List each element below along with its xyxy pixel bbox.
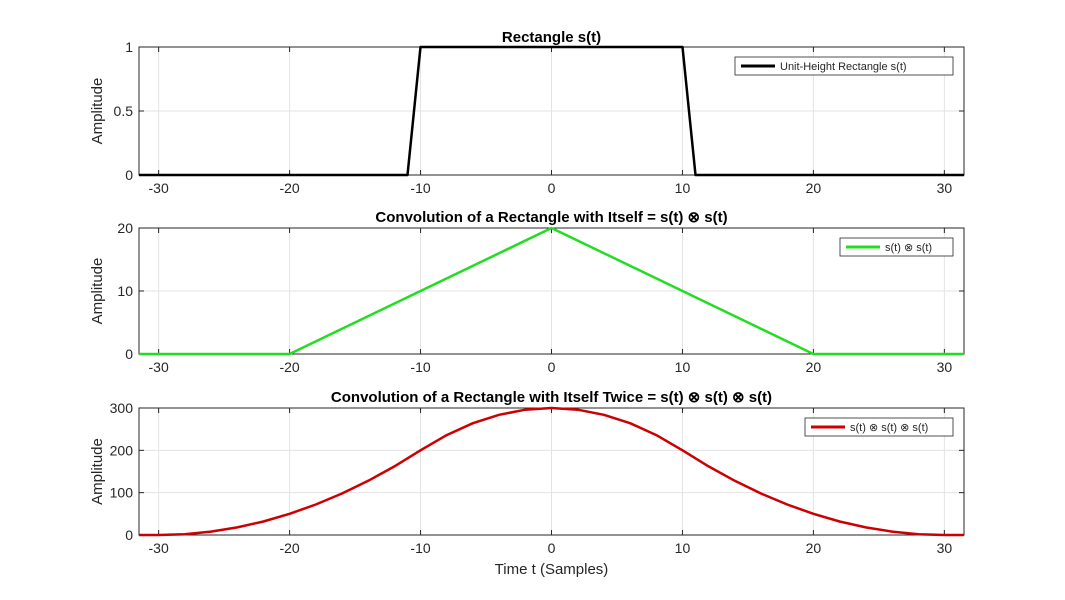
- legend-box: [804, 417, 954, 437]
- y-tick-label: 10: [117, 283, 133, 299]
- y-axis-label: Amplitude: [89, 258, 106, 325]
- x-tick-label: 30: [937, 180, 953, 196]
- x-tick-label: -20: [279, 540, 299, 556]
- x-tick-label: -30: [149, 359, 169, 375]
- x-tick-label: 0: [548, 359, 556, 375]
- series-line: [139, 45, 964, 177]
- x-tick-label: 20: [806, 540, 822, 556]
- x-tick-label: 0: [548, 180, 556, 196]
- chart-panel-1: -30 -20 -10 0 10 20 30 0 0.5 1 Rectangle s(t) Ampli…: [89, 29, 965, 196]
- legend-label: Unit-Height Rectangle s(t): [780, 61, 907, 73]
- y-tick-label: 0.5: [114, 103, 134, 119]
- x-tick-label: 20: [806, 359, 822, 375]
- chart-panel-2: -30 -20 -10 0 10 20 30 0 10 20 Convolution of a Re…: [89, 209, 965, 375]
- legend-box: [839, 237, 954, 257]
- legend: s(t) ⊗ s(t) ⊗ s(t): [804, 417, 954, 437]
- series-line: [139, 406, 964, 537]
- y-tick-label: 20: [117, 220, 133, 236]
- x-tick-label: 20: [806, 180, 822, 196]
- legend: s(t) ⊗ s(t): [839, 237, 954, 257]
- legend-label: s(t) ⊗ s(t) ⊗ s(t): [850, 422, 928, 434]
- x-tick-label: 30: [937, 359, 953, 375]
- series-line: [139, 226, 964, 356]
- x-axis-label: Time t (Samples): [495, 561, 609, 578]
- y-axis-label: Amplitude: [89, 78, 106, 145]
- chart-title: Convolution of a Rectangle with Itself =…: [375, 209, 727, 226]
- x-tick-label: 30: [937, 540, 953, 556]
- x-tick-label: 10: [675, 180, 691, 196]
- y-tick-label: 0: [125, 527, 133, 543]
- legend-box: [734, 56, 954, 76]
- x-tick-label: 10: [675, 359, 691, 375]
- y-tick-label: 200: [110, 442, 134, 458]
- y-tick-label: 0: [125, 167, 133, 183]
- chart-title: Rectangle s(t): [502, 29, 601, 46]
- x-tick-label: 0: [548, 540, 556, 556]
- x-tick-label: -20: [279, 180, 299, 196]
- x-tick-label: 10: [675, 540, 691, 556]
- x-tick-label: -20: [279, 359, 299, 375]
- legend-label: s(t) ⊗ s(t): [885, 242, 932, 254]
- legend: Unit-Height Rectangle s(t): [734, 56, 954, 76]
- x-tick-label: -30: [149, 540, 169, 556]
- y-axis-label: Amplitude: [89, 438, 106, 505]
- y-tick-label: 1: [125, 39, 133, 55]
- y-tick-label: 100: [110, 485, 134, 501]
- x-tick-label: -10: [410, 359, 430, 375]
- x-tick-label: -10: [410, 180, 430, 196]
- y-tick-label: 0: [125, 346, 133, 362]
- x-tick-label: -30: [149, 180, 169, 196]
- chart-title: Convolution of a Rectangle with Itself T…: [331, 389, 772, 406]
- y-tick-label: 300: [110, 400, 134, 416]
- x-tick-label: -10: [410, 540, 430, 556]
